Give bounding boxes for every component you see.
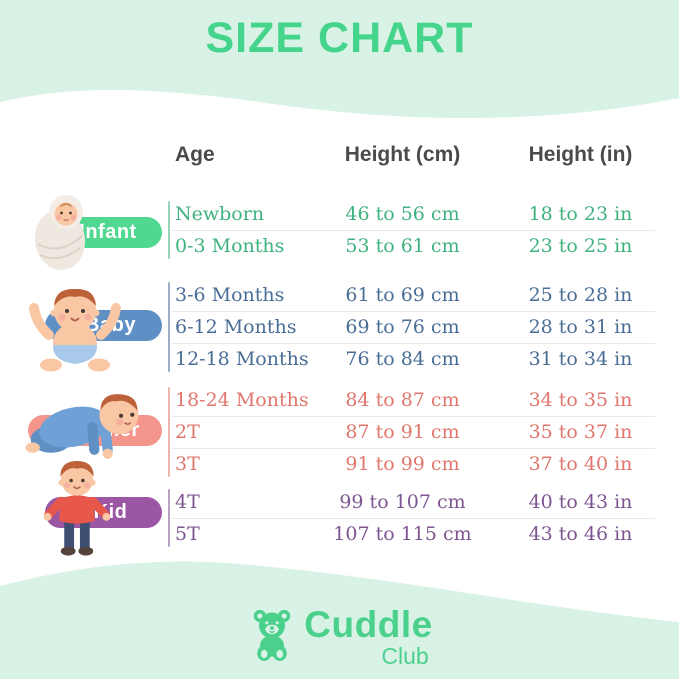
teddy-bear-icon [254, 609, 291, 661]
height-in-cell: 40 to 43 in [528, 491, 633, 513]
height-in-cell: 31 to 34 in [528, 348, 633, 370]
group-divider-line [168, 387, 170, 477]
group-divider-line [168, 201, 170, 259]
sitting-baby-illustration [16, 281, 134, 377]
brand-logo: Cuddle Club [0, 606, 679, 668]
table-header-row: Age Height (cm) Height (in) [0, 141, 679, 169]
table-row: 3T 91 to 99 cm 37 to 40 in [0, 448, 679, 480]
height-cm-cell: 107 to 115 cm [333, 523, 472, 545]
height-in-cell: 37 to 40 in [528, 453, 633, 475]
size-group-infant: Infant Newborn 46 to 56 cm 18 to 23 in 0-3 … [0, 195, 679, 270]
height-in-cell: 34 to 35 in [528, 389, 633, 411]
age-cell: 12-18 Months [175, 348, 309, 370]
table-row: 3-6 Months 61 to 69 cm 25 to 28 in [0, 279, 679, 311]
row-separator [172, 343, 655, 344]
height-cm-cell: 87 to 91 cm [345, 421, 460, 443]
group-divider-line [168, 489, 170, 547]
height-in-cell: 25 to 28 in [528, 284, 633, 306]
height-cm-cell: 76 to 84 cm [345, 348, 460, 370]
age-cell: 4T [175, 491, 200, 513]
table-row: 5T 107 to 115 cm 43 to 46 in [0, 518, 679, 550]
age-cell: Newborn [175, 203, 265, 225]
table-row: 12-18 Months 76 to 84 cm 31 to 34 in [0, 343, 679, 375]
table-row: 4T 99 to 107 cm 40 to 43 in [0, 486, 679, 518]
swaddled-infant-illustration [20, 186, 108, 274]
age-cell: 2T [175, 421, 200, 443]
brand-name-secondary: Club [381, 643, 429, 669]
height-in-cell: 28 to 31 in [528, 316, 633, 338]
height-cm-cell: 69 to 76 cm [345, 316, 460, 338]
age-cell: 0-3 Months [175, 235, 285, 257]
height-in-cell: 18 to 23 in [528, 203, 633, 225]
age-cell: 5T [175, 523, 200, 545]
row-separator [172, 518, 655, 519]
brand-name-primary: Cuddle [304, 604, 433, 645]
age-cell: 6-12 Months [175, 316, 297, 338]
table-row: Newborn 46 to 56 cm 18 to 23 in [0, 198, 679, 230]
age-cell: 3-6 Months [175, 284, 285, 306]
page-title: SIZE CHART [205, 14, 474, 62]
row-separator [172, 416, 655, 417]
table-row: 0-3 Months 53 to 61 cm 23 to 25 in [0, 230, 679, 262]
column-header-age: Age [175, 143, 215, 166]
age-cell: 18-24 Months [175, 389, 309, 411]
row-separator [172, 311, 655, 312]
height-in-cell: 35 to 37 in [528, 421, 633, 443]
column-header-height-cm: Height (cm) [344, 143, 461, 166]
height-in-cell: 23 to 25 in [528, 235, 633, 257]
table-row: 6-12 Months 69 to 76 cm 28 to 31 in [0, 311, 679, 343]
height-cm-cell: 53 to 61 cm [345, 235, 460, 257]
crawling-toddler-illustration [8, 386, 156, 462]
column-header-height-in: Height (in) [528, 143, 633, 166]
standing-kid-illustration [16, 458, 138, 560]
height-cm-cell: 99 to 107 cm [339, 491, 466, 513]
brand-name: Cuddle Club [304, 604, 433, 669]
row-separator [172, 448, 655, 449]
table-row: 2T 87 to 91 cm 35 to 37 in [0, 416, 679, 448]
height-cm-cell: 61 to 69 cm [345, 284, 460, 306]
table-row: 18-24 Months 84 to 87 cm 34 to 35 in [0, 384, 679, 416]
age-cell: 3T [175, 453, 200, 475]
group-divider-line [168, 282, 170, 372]
height-cm-cell: 91 to 99 cm [345, 453, 460, 475]
size-group-baby: Baby 3-6 Months 61 to 69 cm 25 to 28 in 6-1… [0, 279, 679, 375]
height-in-cell: 43 to 46 in [528, 523, 633, 545]
row-separator [172, 230, 655, 231]
height-cm-cell: 84 to 87 cm [345, 389, 460, 411]
height-cm-cell: 46 to 56 cm [345, 203, 460, 225]
size-group-kid: Kid 4T 99 to 107 cm 40 to 43 in 5T 107 to 11… [0, 460, 679, 556]
